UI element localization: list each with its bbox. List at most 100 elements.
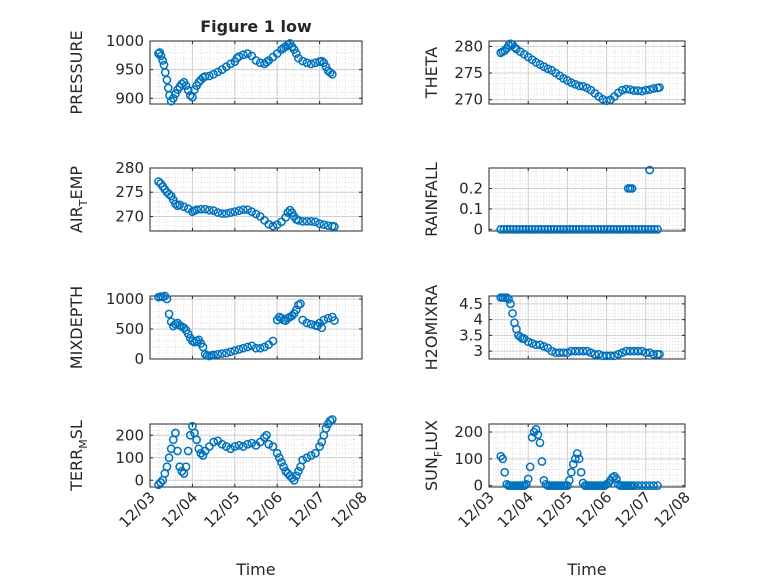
data-point xyxy=(578,82,588,91)
minor-grid xyxy=(488,40,686,104)
data-point xyxy=(535,438,545,448)
data-point xyxy=(502,225,512,234)
y-tick-label: 275 xyxy=(454,64,483,82)
data-point xyxy=(171,199,180,209)
data-point xyxy=(209,69,218,79)
data-point xyxy=(296,299,305,309)
figure-title: Figure 1 low xyxy=(200,17,312,36)
data-point xyxy=(505,225,515,234)
data-point xyxy=(628,225,637,234)
y-axis-label: H2OMIXRA xyxy=(422,285,441,371)
data-point xyxy=(508,225,518,234)
data-point xyxy=(627,184,637,193)
data-point xyxy=(641,85,651,95)
data-point xyxy=(200,72,210,81)
data-point xyxy=(274,453,284,463)
minor-grid xyxy=(488,167,686,231)
data-point xyxy=(200,204,210,214)
data-point xyxy=(283,40,293,50)
axes-box xyxy=(149,295,363,360)
y-tick-label: 0 xyxy=(134,350,144,368)
data-point xyxy=(531,425,541,434)
x-tick-label: 12/03 xyxy=(116,488,159,531)
data-point xyxy=(606,225,615,234)
data-point xyxy=(321,424,331,433)
x-tick-label: 12/08 xyxy=(651,488,694,531)
data-point xyxy=(194,77,204,87)
data-point xyxy=(555,225,565,234)
y-tick-label: 0 xyxy=(473,477,483,495)
major-grid xyxy=(488,168,686,231)
y-axis-label: SUNFLUX xyxy=(422,420,445,491)
data-point xyxy=(247,207,257,216)
data-point xyxy=(260,433,269,442)
data-point xyxy=(183,329,193,339)
data-point xyxy=(291,471,301,481)
series-points xyxy=(154,291,339,361)
data-point xyxy=(527,338,537,348)
data-point xyxy=(563,481,572,491)
axes-box xyxy=(149,423,363,488)
data-point xyxy=(226,444,235,454)
y-tick-label: 4 xyxy=(473,311,483,329)
data-point xyxy=(287,473,297,483)
data-point xyxy=(645,165,655,175)
subplot-air_temp: 270 275 280 AIRTEMP xyxy=(67,159,363,233)
data-point xyxy=(593,225,603,234)
series-points xyxy=(154,415,337,490)
data-point xyxy=(608,473,617,482)
data-point xyxy=(502,479,511,489)
data-point xyxy=(587,225,597,234)
data-point xyxy=(572,449,582,458)
data-point xyxy=(508,308,517,318)
x-axis-label: Time xyxy=(566,560,606,579)
data-point xyxy=(496,225,506,234)
y-tick-label: 280 xyxy=(454,37,483,55)
series-points xyxy=(496,425,662,491)
data-point xyxy=(243,49,252,58)
y-tick-label: 0.2 xyxy=(459,179,483,197)
data-point xyxy=(577,225,587,234)
x-tick-label: 12/07 xyxy=(285,488,328,531)
data-point xyxy=(243,439,252,449)
data-point xyxy=(205,71,214,81)
data-point xyxy=(192,205,201,215)
data-point xyxy=(574,225,584,234)
data-point xyxy=(330,222,339,231)
y-axis-label: TERRMSL xyxy=(67,420,90,492)
data-point xyxy=(543,225,553,234)
data-point xyxy=(649,349,658,359)
data-point xyxy=(164,453,174,463)
data-point xyxy=(614,349,623,359)
data-point xyxy=(285,205,295,215)
data-point xyxy=(156,51,166,61)
data-point xyxy=(234,441,244,450)
data-point xyxy=(226,59,235,69)
y-tick-label: 270 xyxy=(115,207,144,225)
data-point xyxy=(234,52,244,61)
data-point xyxy=(537,225,546,234)
data-point xyxy=(578,346,588,356)
data-point xyxy=(649,84,658,93)
data-point xyxy=(523,337,533,347)
data-point xyxy=(516,332,525,342)
data-point xyxy=(234,206,244,215)
data-point xyxy=(650,225,659,234)
data-point xyxy=(612,474,621,484)
data-point xyxy=(624,225,634,234)
minor-grid xyxy=(149,40,363,105)
data-point xyxy=(315,442,324,451)
data-point xyxy=(311,217,320,227)
data-point xyxy=(631,225,640,234)
data-point xyxy=(277,313,286,323)
minor-grid xyxy=(488,424,686,487)
data-point xyxy=(559,348,568,358)
data-point xyxy=(177,79,187,89)
data-point xyxy=(268,442,278,451)
data-point xyxy=(615,225,625,234)
y-tick-label: 200 xyxy=(115,426,144,444)
data-point xyxy=(535,340,545,350)
data-point xyxy=(500,467,510,477)
y-tick-label: 4.5 xyxy=(459,295,483,313)
data-point xyxy=(158,56,168,65)
